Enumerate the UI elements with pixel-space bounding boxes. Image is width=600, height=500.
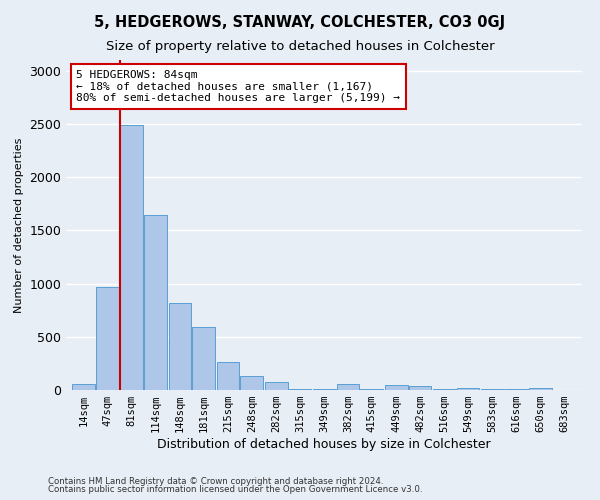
- Bar: [505, 389, 527, 390]
- Bar: [313, 389, 335, 390]
- Bar: [337, 384, 359, 390]
- Bar: [409, 386, 431, 390]
- Bar: [193, 327, 215, 390]
- Bar: [361, 389, 383, 390]
- Bar: [385, 385, 407, 390]
- Bar: [289, 389, 311, 390]
- Bar: [121, 125, 143, 390]
- Bar: [72, 384, 95, 390]
- Y-axis label: Number of detached properties: Number of detached properties: [14, 138, 24, 312]
- Text: Contains HM Land Registry data © Crown copyright and database right 2024.: Contains HM Land Registry data © Crown c…: [48, 477, 383, 486]
- Bar: [144, 216, 167, 390]
- Text: Contains public sector information licensed under the Open Government Licence v3: Contains public sector information licen…: [48, 486, 422, 494]
- Bar: [265, 382, 287, 390]
- X-axis label: Distribution of detached houses by size in Colchester: Distribution of detached houses by size …: [157, 438, 491, 451]
- Bar: [529, 388, 552, 390]
- Bar: [457, 388, 479, 390]
- Bar: [169, 302, 191, 390]
- Text: Size of property relative to detached houses in Colchester: Size of property relative to detached ho…: [106, 40, 494, 53]
- Bar: [481, 389, 504, 390]
- Bar: [241, 376, 263, 390]
- Bar: [217, 362, 239, 390]
- Bar: [433, 389, 455, 390]
- Text: 5 HEDGEROWS: 84sqm
← 18% of detached houses are smaller (1,167)
80% of semi-deta: 5 HEDGEROWS: 84sqm ← 18% of detached hou…: [76, 70, 400, 103]
- Text: 5, HEDGEROWS, STANWAY, COLCHESTER, CO3 0GJ: 5, HEDGEROWS, STANWAY, COLCHESTER, CO3 0…: [94, 15, 506, 30]
- Bar: [96, 286, 119, 390]
